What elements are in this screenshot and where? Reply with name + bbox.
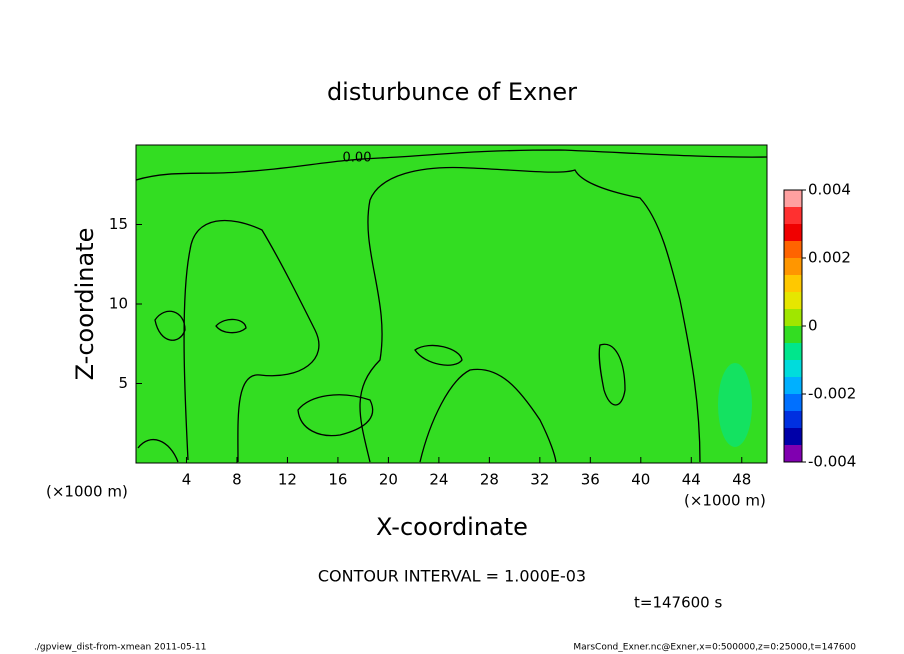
x-axis-label: X-coordinate [376, 513, 528, 541]
colorbar-band [784, 428, 802, 445]
colorbar-band [784, 411, 802, 428]
colorbar-band [784, 224, 802, 241]
footer-right: MarsCond_Exner.nc@Exner,x=0:500000,z=0:2… [573, 643, 856, 653]
x-unit-label: (×1000 m) [46, 483, 128, 501]
colorbar-band [784, 326, 802, 343]
x-tick-label: 28 [480, 471, 499, 489]
colorbar-band [784, 445, 802, 462]
x-tick-label: 44 [682, 471, 701, 489]
contour-line [183, 219, 320, 463]
x-tick-label: 16 [328, 471, 347, 489]
time-label: t=147600 s [634, 594, 722, 612]
x-tick-label: 48 [732, 471, 751, 489]
chart-title: disturbunce of Exner [327, 78, 577, 106]
colorbar-band [784, 360, 802, 377]
contour-interval: CONTOUR INTERVAL = 1.000E-03 [318, 567, 586, 586]
x-tick-label: 32 [530, 471, 549, 489]
colorbar-band [784, 258, 802, 275]
contour-line [135, 149, 768, 181]
colorbar-band [784, 207, 802, 224]
y-tick-label: 10 [109, 295, 128, 313]
x-tick-label: 24 [429, 471, 448, 489]
x-tick-label: 12 [278, 471, 297, 489]
y-tick-label: 15 [109, 215, 128, 233]
colorbar-band [784, 292, 802, 309]
colorbar-tick-label: 0.002 [808, 249, 851, 267]
x-tick-label: 36 [581, 471, 600, 489]
x-tick-label: 40 [631, 471, 650, 489]
contour-line [137, 438, 179, 463]
contour-line [154, 310, 186, 341]
colorbar-tick-label: 0.004 [808, 181, 851, 199]
contour-line [297, 394, 374, 437]
field-fill [136, 145, 767, 463]
contour-line [598, 343, 626, 406]
colorbar-band [784, 241, 802, 258]
colorbar-band [784, 394, 802, 411]
x-tick-label: 20 [379, 471, 398, 489]
footer-left: ./gpview_dist-from-xmean 2011-05-11 [34, 643, 206, 653]
x-tick-label: 8 [232, 471, 242, 489]
colorbar-band [784, 309, 802, 326]
colorbar-band [784, 377, 802, 394]
colorbar-tick-label: -0.004 [808, 453, 856, 471]
y-tick-label: 5 [118, 374, 128, 392]
colorbar-band [784, 275, 802, 292]
contour-line [419, 368, 557, 463]
contour-line [215, 318, 247, 334]
x-unit-label: (×1000 m) [684, 492, 766, 510]
contour-line [359, 166, 701, 463]
y-axis-label: Z-coordinate [71, 228, 99, 381]
colorbar-band [784, 343, 802, 360]
contour-label: 0.00 [343, 151, 372, 166]
colorbar-tick-label: -0.002 [808, 385, 856, 403]
colorbar-band [784, 190, 802, 207]
contour-line [414, 344, 463, 366]
colorbar-tick-label: 0 [808, 317, 818, 335]
field-patch [718, 363, 752, 447]
x-tick-label: 4 [182, 471, 192, 489]
